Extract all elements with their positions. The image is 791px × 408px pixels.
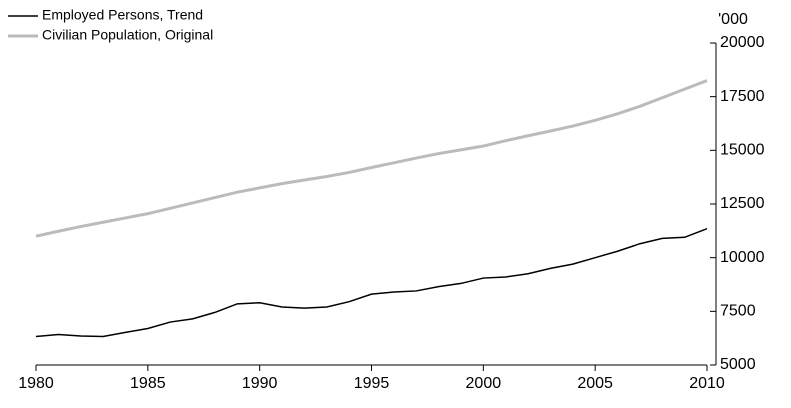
x-tick-label: 2010 — [689, 375, 725, 392]
x-tick-label: 2000 — [466, 375, 502, 392]
y-tick-label: 10000 — [720, 249, 765, 266]
x-tick-label: 1985 — [130, 375, 166, 392]
x-tick-label: 1990 — [242, 375, 278, 392]
legend-label: Civilian Population, Original — [42, 27, 213, 43]
x-tick-label: 1995 — [354, 375, 390, 392]
y-tick-label: 5000 — [720, 356, 756, 373]
legend-label: Employed Persons, Trend — [42, 7, 203, 23]
y-tick-label: 12500 — [720, 195, 765, 212]
x-tick-label: 1980 — [18, 375, 54, 392]
y-tick-label: 17500 — [720, 88, 765, 105]
series-line — [35, 79, 708, 238]
y-tick-label: 15000 — [720, 142, 765, 159]
series-line — [35, 227, 708, 338]
y-tick-label: 20000 — [720, 34, 765, 51]
y-tick-label: 7500 — [720, 303, 756, 320]
y-axis-label: '000 — [718, 11, 748, 28]
x-tick-label: 2005 — [577, 375, 613, 392]
